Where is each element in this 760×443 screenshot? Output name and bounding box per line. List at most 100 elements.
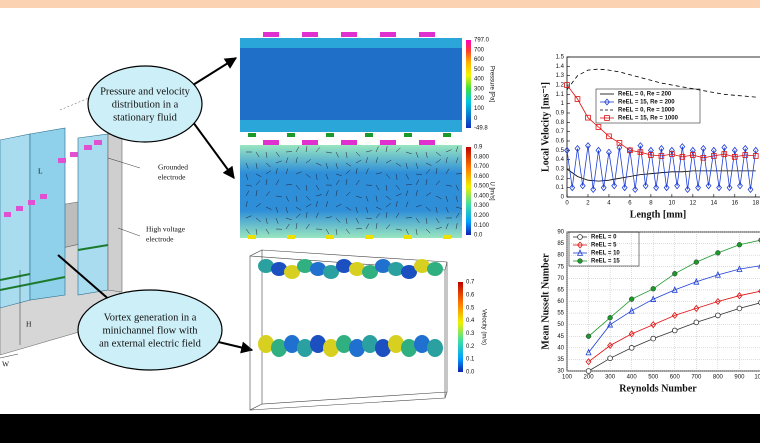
colorbar-tick: 0.3 bbox=[466, 331, 475, 337]
field-arrow bbox=[405, 183, 412, 186]
series-line bbox=[566, 145, 757, 190]
field-arrow bbox=[445, 184, 452, 187]
field-arrow bbox=[295, 184, 300, 190]
vortex-blob bbox=[284, 335, 300, 353]
marker bbox=[653, 184, 660, 192]
marker bbox=[628, 306, 635, 314]
marker bbox=[585, 333, 592, 339]
field-arrow bbox=[415, 173, 422, 176]
legend-label: ReEL = 0, Re = 200 bbox=[618, 92, 672, 98]
y-tick-label: 65 bbox=[557, 287, 564, 293]
field-arrow bbox=[415, 151, 419, 158]
velocity-field bbox=[240, 140, 463, 239]
field-arrow bbox=[255, 180, 261, 186]
marker bbox=[736, 242, 743, 248]
vortex-blob bbox=[401, 265, 417, 279]
x-tick-label: 16 bbox=[731, 201, 738, 207]
marker bbox=[742, 144, 749, 152]
x-tick-label: 8 bbox=[649, 201, 653, 207]
field-arrow bbox=[445, 206, 449, 213]
field-arrow bbox=[285, 168, 289, 175]
field-arrow bbox=[355, 159, 362, 164]
field-arrow bbox=[285, 217, 292, 221]
vortex-blob bbox=[323, 265, 339, 279]
y-tick-label: 1.1 bbox=[556, 92, 565, 98]
field-arrow bbox=[265, 191, 270, 197]
field-arrow bbox=[355, 168, 358, 175]
field-arrow bbox=[435, 151, 441, 156]
marker bbox=[674, 182, 681, 190]
x-tick-label: 14 bbox=[710, 201, 717, 207]
vortex-blob bbox=[271, 262, 287, 276]
x-tick-label: 4 bbox=[607, 201, 611, 207]
marker bbox=[606, 148, 612, 156]
field-arrow bbox=[265, 151, 268, 158]
y-tick-label: 0.3 bbox=[556, 167, 565, 173]
y-tick-label: 1.5 bbox=[556, 55, 565, 61]
field-arrow bbox=[455, 206, 462, 209]
field-arrow bbox=[285, 223, 290, 230]
field-arrow bbox=[435, 217, 440, 224]
legend-marker bbox=[604, 98, 610, 106]
marker bbox=[752, 153, 759, 159]
x-tick-label: 300 bbox=[605, 375, 616, 381]
colorbar-tick: 0.6 bbox=[466, 292, 475, 298]
field-arrow bbox=[425, 228, 431, 234]
marker bbox=[689, 146, 696, 154]
marker bbox=[731, 154, 738, 160]
marker bbox=[564, 82, 570, 88]
field-arrow bbox=[305, 223, 310, 230]
field-arrow bbox=[245, 215, 252, 219]
colorbar-tick: 0.100 bbox=[474, 223, 490, 229]
field-arrow bbox=[265, 170, 272, 175]
marker bbox=[650, 295, 657, 302]
colorbar-tick: 0.700 bbox=[474, 164, 490, 170]
colorbar-label: U [m/s] bbox=[488, 182, 494, 201]
y-tick-label: 1 bbox=[561, 101, 565, 107]
field-arrow bbox=[365, 217, 372, 220]
field-arrow bbox=[395, 162, 402, 167]
marker bbox=[585, 348, 592, 356]
field-arrow bbox=[245, 173, 248, 180]
field-arrow bbox=[425, 162, 432, 166]
marker bbox=[650, 335, 657, 342]
vortex-blob bbox=[362, 265, 378, 279]
marker bbox=[714, 297, 721, 306]
field-arrow bbox=[275, 217, 279, 224]
field-arrow bbox=[425, 169, 430, 175]
colorbar-tick: 600 bbox=[474, 57, 485, 63]
colorbar bbox=[466, 147, 471, 235]
legend-marker bbox=[577, 241, 583, 249]
field-arrow bbox=[305, 212, 308, 219]
field-arrow bbox=[425, 151, 428, 158]
field-arrow bbox=[245, 184, 252, 187]
field-arrow bbox=[255, 151, 260, 158]
colorbar-label: Velocity (m/s) bbox=[480, 309, 486, 345]
field-arrow bbox=[445, 157, 448, 164]
field-arrow bbox=[295, 195, 298, 202]
marker bbox=[579, 182, 586, 190]
vortex-blob bbox=[375, 339, 391, 357]
field-arrow bbox=[445, 168, 450, 175]
field-arrow bbox=[295, 146, 300, 153]
field-arrow bbox=[315, 173, 318, 180]
marker bbox=[716, 184, 722, 192]
field-arrow bbox=[305, 203, 312, 208]
field-arrow bbox=[265, 206, 272, 210]
grounded-label: electrode bbox=[158, 173, 186, 182]
field-arrow bbox=[315, 212, 319, 219]
field-arrow bbox=[335, 190, 338, 197]
field-arrow bbox=[275, 151, 280, 158]
y-tick-label: 0.4 bbox=[556, 157, 565, 163]
legend-box bbox=[568, 231, 640, 267]
marker bbox=[607, 355, 613, 362]
vortex-blob bbox=[323, 339, 339, 357]
field-arrow bbox=[345, 217, 348, 224]
dim-label: L bbox=[38, 167, 43, 176]
marker bbox=[671, 327, 678, 334]
field-arrow bbox=[345, 169, 351, 175]
marker bbox=[585, 142, 591, 150]
field-arrow bbox=[455, 223, 458, 230]
marker bbox=[650, 286, 656, 292]
